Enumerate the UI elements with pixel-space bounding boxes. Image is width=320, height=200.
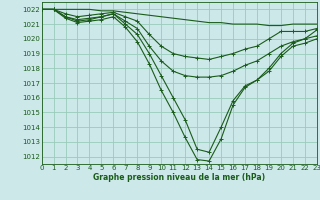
X-axis label: Graphe pression niveau de la mer (hPa): Graphe pression niveau de la mer (hPa) bbox=[93, 173, 265, 182]
